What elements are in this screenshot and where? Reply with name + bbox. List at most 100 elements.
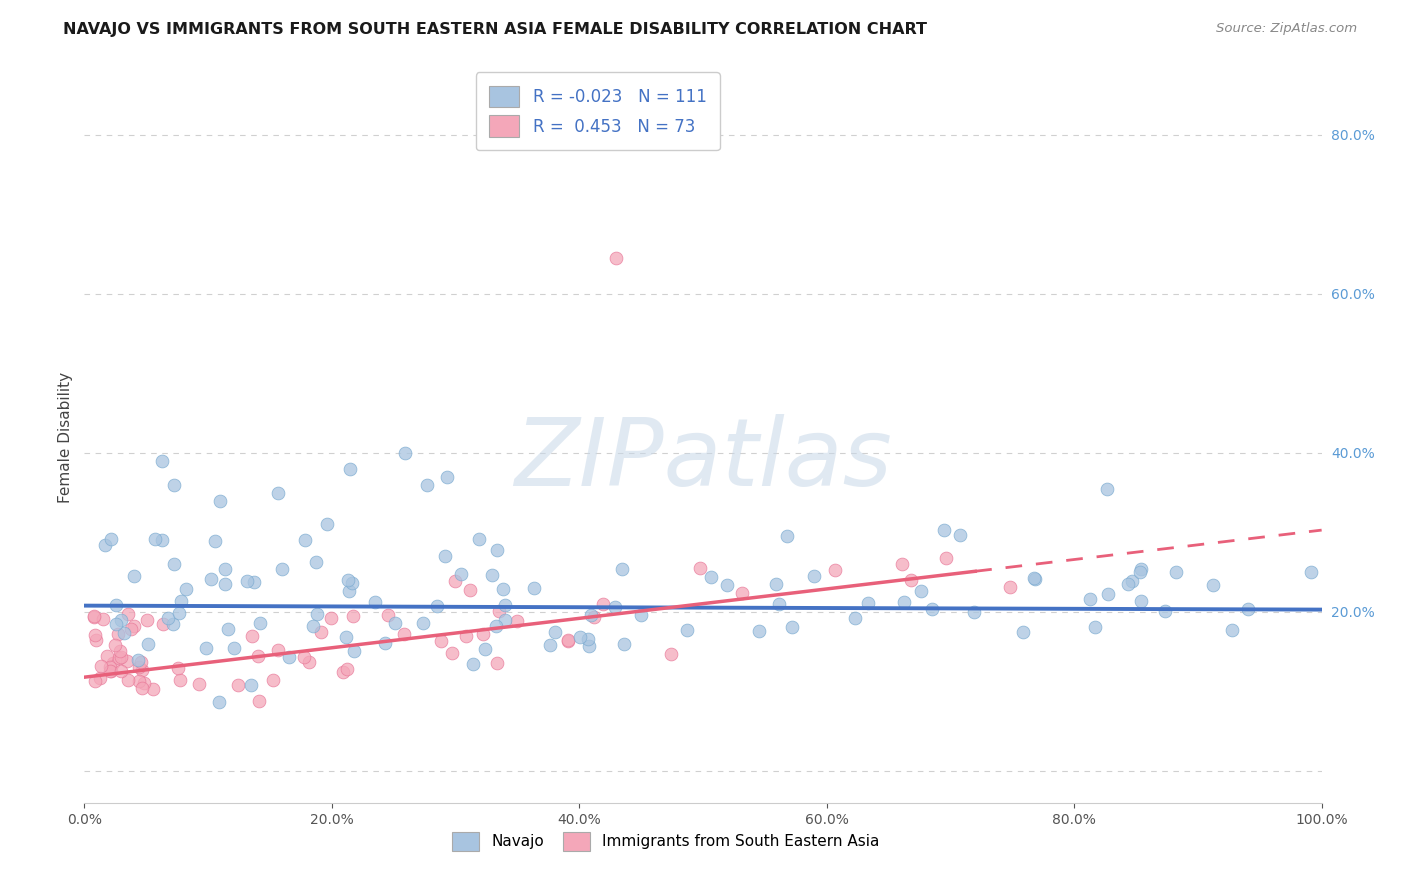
Navajo <box>858 596 880 610</box>
Navajo <box>294 533 316 547</box>
Immigrants from South Eastern Asia <box>120 622 142 636</box>
Navajo <box>776 529 799 543</box>
Navajo <box>1202 578 1225 592</box>
Navajo <box>270 562 292 576</box>
Immigrants from South Eastern Asia <box>187 677 209 691</box>
Navajo <box>485 543 508 558</box>
Immigrants from South Eastern Asia <box>557 633 579 648</box>
Navajo <box>1022 571 1045 585</box>
Navajo <box>578 639 600 653</box>
Immigrants from South Eastern Asia <box>84 628 107 642</box>
Navajo <box>485 618 508 632</box>
Navajo <box>1095 482 1118 496</box>
Navajo <box>1024 573 1046 587</box>
Navajo <box>157 611 180 625</box>
Navajo <box>364 595 387 609</box>
Navajo <box>492 582 515 597</box>
Immigrants from South Eastern Asia <box>131 663 153 677</box>
Navajo <box>463 657 485 671</box>
Immigrants from South Eastern Asia <box>486 656 509 670</box>
Navajo <box>538 638 561 652</box>
Navajo <box>100 532 122 546</box>
Immigrants from South Eastern Asia <box>731 586 754 600</box>
Navajo <box>163 477 186 491</box>
Navajo <box>112 626 135 640</box>
Immigrants from South Eastern Asia <box>1000 580 1022 594</box>
Navajo <box>162 617 184 632</box>
Immigrants from South Eastern Asia <box>131 656 153 670</box>
Navajo <box>768 598 790 612</box>
Navajo <box>302 619 325 633</box>
Immigrants from South Eastern Asia <box>98 660 121 674</box>
Navajo <box>910 583 932 598</box>
Immigrants from South Eastern Asia <box>247 648 270 663</box>
Navajo <box>1164 565 1187 579</box>
Immigrants from South Eastern Asia <box>311 625 333 640</box>
Navajo <box>716 578 738 592</box>
Immigrants from South Eastern Asia <box>298 655 321 669</box>
Navajo <box>700 569 723 583</box>
Navajo <box>605 599 627 614</box>
Immigrants from South Eastern Asia <box>117 607 139 621</box>
Navajo <box>1154 604 1177 618</box>
Navajo <box>277 649 299 664</box>
Navajo <box>921 602 943 616</box>
Navajo <box>337 583 360 598</box>
Navajo <box>1097 587 1119 601</box>
Navajo <box>342 575 364 590</box>
Immigrants from South Eastern Asia <box>592 597 614 611</box>
Navajo <box>110 613 132 627</box>
Navajo <box>578 632 600 647</box>
Immigrants from South Eastern Asia <box>582 610 605 624</box>
Immigrants from South Eastern Asia <box>166 661 188 675</box>
Immigrants from South Eastern Asia <box>226 678 249 692</box>
Navajo <box>426 599 449 613</box>
Navajo <box>136 637 159 651</box>
Text: ZIPatlas: ZIPatlas <box>515 414 891 505</box>
Navajo <box>1130 562 1153 576</box>
Immigrants from South Eastern Asia <box>128 659 150 673</box>
Immigrants from South Eastern Asia <box>101 657 124 671</box>
Navajo <box>163 557 186 571</box>
Navajo <box>249 615 271 630</box>
Immigrants from South Eastern Asia <box>392 627 415 641</box>
Navajo <box>217 622 239 636</box>
Immigrants from South Eastern Asia <box>472 626 495 640</box>
Immigrants from South Eastern Asia <box>108 651 131 665</box>
Navajo <box>1129 565 1152 579</box>
Immigrants from South Eastern Asia <box>131 681 153 695</box>
Immigrants from South Eastern Asia <box>86 633 108 648</box>
Immigrants from South Eastern Asia <box>321 611 343 625</box>
Navajo <box>167 607 190 621</box>
Immigrants from South Eastern Asia <box>100 664 122 678</box>
Immigrants from South Eastern Asia <box>117 673 139 687</box>
Navajo <box>844 611 866 625</box>
Navajo <box>676 623 699 637</box>
Navajo <box>610 562 633 576</box>
Immigrants from South Eastern Asia <box>262 673 284 687</box>
Navajo <box>150 533 173 548</box>
Immigrants from South Eastern Asia <box>83 609 105 624</box>
Immigrants from South Eastern Asia <box>249 694 271 708</box>
Immigrants from South Eastern Asia <box>266 643 288 657</box>
Immigrants from South Eastern Asia <box>659 647 682 661</box>
Immigrants from South Eastern Asia <box>689 561 711 575</box>
Navajo <box>436 470 458 484</box>
Navajo <box>105 599 128 613</box>
Immigrants from South Eastern Asia <box>136 613 159 627</box>
Immigrants from South Eastern Asia <box>342 608 364 623</box>
Navajo <box>1121 574 1143 589</box>
Navajo <box>412 616 434 631</box>
Navajo <box>104 617 127 632</box>
Navajo <box>239 678 262 692</box>
Navajo <box>1129 594 1152 608</box>
Navajo <box>337 573 360 587</box>
Navajo <box>963 605 986 619</box>
Immigrants from South Eastern Asia <box>292 650 315 665</box>
Navajo <box>204 533 226 548</box>
Immigrants from South Eastern Asia <box>110 664 132 678</box>
Navajo <box>630 607 652 622</box>
Navajo <box>434 549 457 563</box>
Navajo <box>1220 623 1243 637</box>
Navajo <box>150 454 173 468</box>
